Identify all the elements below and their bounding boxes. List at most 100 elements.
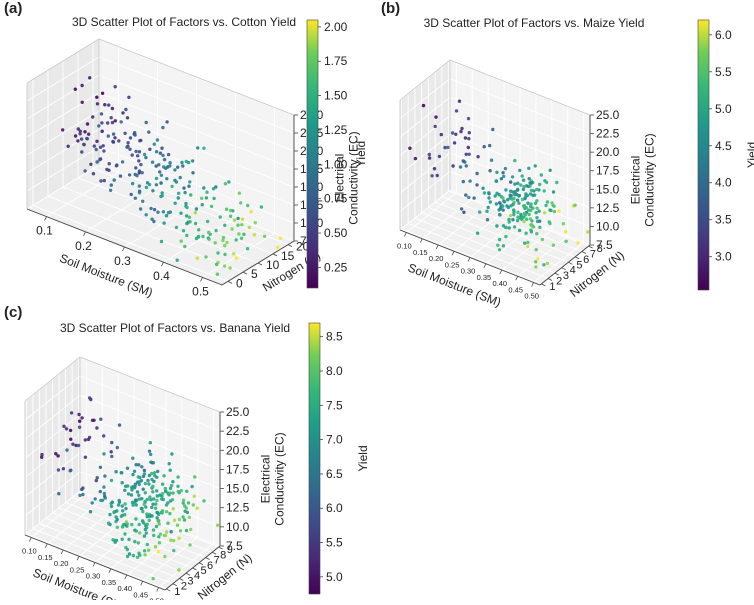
scatter-point: [227, 180, 231, 184]
colorbar-title: Yield: [354, 141, 368, 167]
scatter-point: [138, 531, 142, 535]
scatter-point: [240, 223, 244, 227]
scatter-point: [102, 494, 107, 498]
scatter-point: [536, 257, 540, 261]
scatter-point: [421, 103, 426, 108]
scatter-point: [168, 491, 172, 495]
scatter-point: [145, 542, 149, 547]
scatter-point: [430, 174, 434, 178]
scatter-point: [137, 493, 141, 497]
y-tick: [211, 551, 217, 555]
scatter-point: [133, 498, 138, 502]
scatter-point: [73, 134, 78, 138]
scatter-point: [180, 160, 184, 165]
scatter-point: [129, 192, 133, 197]
scatter-point: [142, 549, 147, 553]
y-gridline: [39, 523, 180, 579]
scatter-point: [196, 146, 200, 150]
scatter-point: [513, 158, 517, 163]
scatter-point: [154, 183, 159, 187]
scatter-point: [461, 159, 465, 163]
scatter-point: [523, 241, 527, 245]
scatter-point: [178, 175, 182, 180]
scatter-point: [488, 143, 492, 148]
scatter-point: [171, 480, 175, 484]
scatter-point: [205, 219, 210, 224]
scatter-point: [151, 502, 155, 506]
scatter-point: [179, 211, 183, 215]
scatter-point: [123, 502, 127, 506]
colorbar: [306, 19, 319, 289]
scatter-point: [40, 452, 44, 457]
scatter-point: [201, 234, 205, 239]
z-gridline: [399, 115, 451, 157]
scatter-point: [487, 196, 491, 200]
scatter-point: [141, 509, 145, 514]
scatter-point: [159, 194, 163, 199]
scatter-point: [159, 239, 164, 244]
y-tick: [185, 572, 191, 576]
scatter-point: [188, 220, 192, 224]
scatter-point: [525, 217, 529, 221]
scatter-point: [150, 160, 155, 164]
scatter-point: [222, 264, 227, 268]
scatter-point: [91, 115, 95, 119]
scatter-point: [189, 193, 193, 197]
scatter-point: [510, 175, 515, 179]
colorbar-tick-label: 1.75: [324, 54, 348, 68]
x-tick-label: 0.25: [445, 260, 460, 269]
scatter-point: [91, 172, 96, 176]
scatter-point: [121, 523, 126, 527]
scatter-point: [137, 189, 142, 193]
colorbar-tick-label: 5.5: [326, 536, 343, 550]
scatter-point: [183, 190, 187, 195]
scatter-point: [485, 209, 489, 213]
scatter-points: [408, 99, 590, 269]
scatter-point: [134, 503, 138, 507]
z-tick-label: 25.0: [226, 405, 250, 419]
scatter-point: [212, 196, 216, 201]
y-gridline: [26, 533, 167, 590]
scatter-point: [134, 529, 138, 533]
y-tick: [568, 261, 573, 265]
scatter-point: [221, 235, 226, 240]
z-gridline: [24, 414, 81, 459]
scatter-point: [506, 198, 510, 202]
scatter-point: [147, 482, 151, 486]
x-tick: [404, 232, 407, 237]
y-tick-label: 8: [597, 243, 603, 255]
scatter-point: [134, 149, 138, 154]
scatter-point: [452, 141, 457, 145]
scatter-point: [156, 469, 160, 474]
z-gridline: [399, 171, 451, 212]
scatter-point: [119, 514, 124, 519]
scatter-point: [176, 475, 180, 479]
scatter-point: [468, 179, 472, 183]
scatter-point: [495, 191, 499, 195]
scatter-point: [152, 471, 157, 475]
scatter-point: [513, 189, 518, 194]
scatter-point: [197, 228, 201, 232]
scatter-point: [200, 196, 204, 200]
scatter-point: [149, 452, 153, 457]
scatter-point: [83, 169, 87, 173]
scatter-point: [140, 465, 144, 469]
x-tick-label: 0.35: [102, 578, 117, 587]
scatter-point: [213, 241, 217, 245]
z-tick-label: 7.5: [596, 238, 613, 252]
scatter-point: [509, 189, 513, 193]
scatter-point: [179, 239, 183, 243]
scatter-point: [143, 491, 147, 495]
scatter-point: [152, 497, 156, 501]
y-gridline: [32, 204, 229, 282]
scatter-point: [177, 568, 181, 572]
x-tick: [124, 574, 128, 580]
scatter-point: [551, 190, 556, 194]
scatter-point: [115, 445, 120, 450]
scatter-point: [517, 193, 522, 198]
scatter-point: [115, 509, 119, 513]
scatter-point: [120, 160, 125, 164]
chart-panel-3: 0.100.150.200.250.300.350.400.450.50 1234…: [4, 304, 370, 605]
scatter-point: [454, 109, 459, 113]
